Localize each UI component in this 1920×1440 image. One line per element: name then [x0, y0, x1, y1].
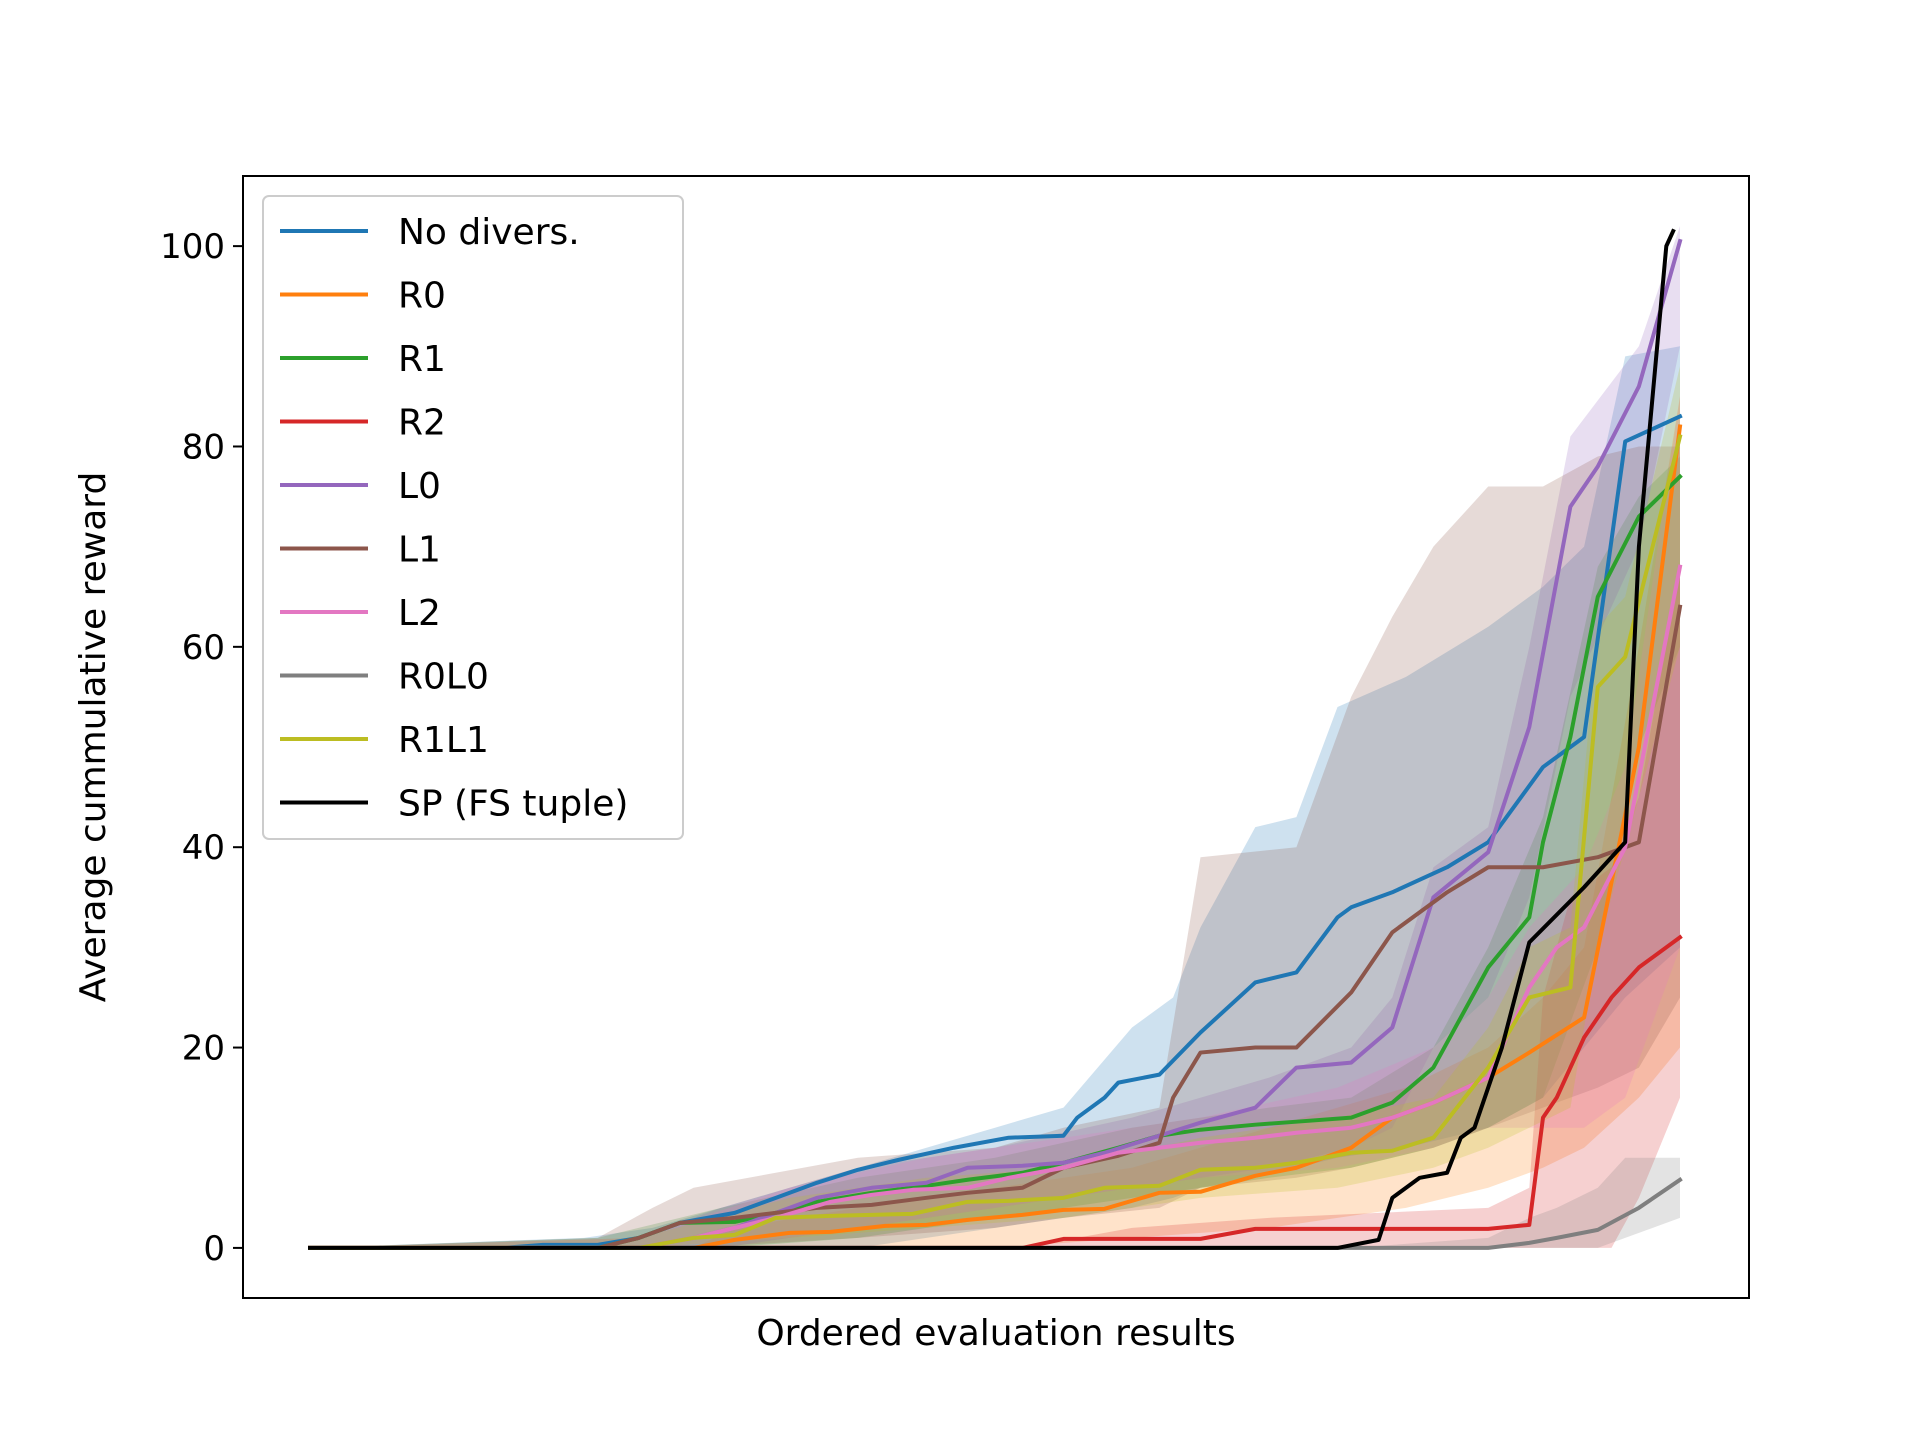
series-line-sp-fs-tuple- [308, 228, 1676, 1250]
band-r2 [310, 566, 1680, 1248]
legend-entry: R1L1 [280, 720, 489, 761]
series-lines [308, 228, 1683, 1250]
legend-label: R2 [398, 403, 446, 444]
y-axis-label: Average cummulative reward [73, 472, 114, 1003]
band-l1 [310, 446, 1680, 1248]
legend-label: R1L1 [398, 720, 489, 761]
y-axis: 0 20 40 60 80 100 [160, 227, 243, 1269]
series-line-r1l1 [308, 434, 1683, 1250]
y-tick-label: 80 [182, 427, 225, 467]
legend-label: R0L0 [398, 657, 489, 698]
y-tick-label: 40 [182, 828, 225, 868]
y-tick-label: 100 [160, 227, 225, 267]
legend-entry: L2 [280, 593, 441, 634]
y-tick-label: 60 [182, 628, 225, 668]
legend-entry: SP (FS tuple) [280, 784, 628, 825]
series-line-r0l0 [308, 1177, 1683, 1250]
series-line-r0 [308, 424, 1683, 1250]
plot-frame [242, 175, 1750, 1299]
legend-entry: No divers. [280, 212, 580, 253]
y-tick-label: 20 [182, 1029, 225, 1069]
legend-label: R0 [398, 276, 446, 317]
legend-label: R1 [398, 339, 446, 380]
legend-label: SP (FS tuple) [398, 784, 628, 825]
legend-label: L2 [398, 593, 441, 634]
legend-entry: L0 [280, 466, 441, 507]
band-r0 [310, 396, 1680, 1248]
legend-entry: R0 [280, 276, 446, 317]
band-no-divers- [310, 346, 1680, 1248]
legend-entry: R0L0 [280, 657, 489, 698]
legend-entry: R2 [280, 403, 446, 444]
legend-label: L1 [398, 530, 441, 571]
x-axis-label: Ordered evaluation results [756, 1313, 1235, 1354]
legend-entry: L1 [280, 530, 441, 571]
legend: No divers. R0 R1 R2 L0 L1 L2 R0L0 R1L1 SP (FS tup… [262, 195, 684, 840]
legend-entry: R1 [280, 339, 446, 380]
legend-label: L0 [398, 466, 441, 507]
series-line-r2 [308, 934, 1683, 1250]
y-tick-label: 0 [203, 1229, 225, 1269]
legend-label: No divers. [398, 212, 580, 253]
